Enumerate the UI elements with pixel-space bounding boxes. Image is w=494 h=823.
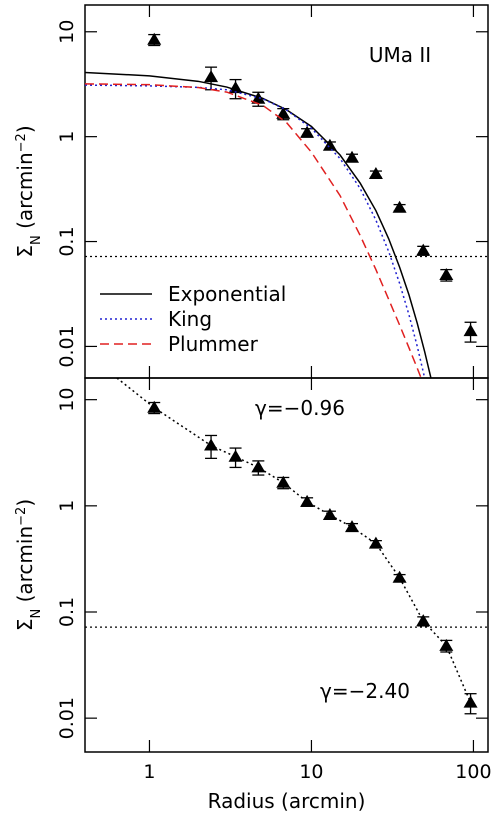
data-point: [322, 507, 337, 520]
data-point: [251, 460, 266, 473]
curve: [85, 83, 422, 378]
y-axis-label-part: N: [29, 235, 44, 245]
x-tick-label: 10: [299, 761, 323, 783]
y-tick-label: 0.1: [56, 597, 78, 627]
y-tick-label: 1: [56, 131, 78, 143]
x-axis-label: Radius (arcmin): [208, 789, 366, 813]
data-point: [439, 638, 454, 651]
y-tick-label: 1: [56, 500, 78, 512]
data-point: [147, 32, 162, 45]
plot-area: [85, 32, 488, 378]
y-axis-label-part: N: [29, 609, 44, 619]
data-point: [228, 449, 243, 462]
curve: [116, 378, 472, 703]
y-tick-label: 0.01: [56, 697, 78, 739]
data-point: [416, 243, 431, 256]
curve: [85, 71, 432, 378]
annotation: γ=−2.40: [320, 679, 410, 703]
data-point: [204, 438, 219, 451]
y-axis-label-part: −2: [14, 133, 29, 152]
data-point: [463, 695, 478, 708]
plot-area: [85, 378, 488, 715]
data-point: [276, 106, 291, 119]
data-point: [463, 324, 478, 337]
data-point: [392, 200, 407, 213]
legend-label: Exponential: [168, 282, 286, 306]
legend-label: King: [168, 307, 212, 331]
y-axis-label-part: (arcmin: [13, 152, 37, 235]
data-point: [368, 167, 383, 180]
y-axis-label-part: −2: [14, 507, 29, 526]
annotation: γ=−0.96: [255, 396, 345, 420]
data-point: [300, 125, 315, 138]
data-point: [204, 70, 219, 83]
y-axis-label-part: (arcmin: [13, 526, 37, 609]
data-point: [345, 150, 360, 163]
x-tick-label: 1: [143, 761, 155, 783]
data-point: [416, 614, 431, 627]
y-tick-label: 0.01: [56, 325, 78, 367]
data-point: [439, 267, 454, 280]
y-axis-label: ΣN (arcmin−2): [13, 125, 44, 257]
y-tick-label: 0.1: [56, 226, 78, 256]
data-point: [345, 520, 360, 533]
data-point: [300, 494, 315, 507]
y-axis-label-part: ): [13, 499, 37, 507]
y-axis-label-part: ): [13, 125, 37, 133]
data-point: [368, 536, 383, 549]
y-axis-label-part: Σ: [13, 245, 37, 258]
legend-label: Plummer: [168, 332, 259, 356]
y-tick-label: 10: [56, 388, 78, 412]
y-axis-label: ΣN (arcmin−2): [13, 499, 44, 631]
data-point: [392, 570, 407, 583]
y-axis-label-part: Σ: [13, 619, 37, 632]
annotation: UMa II: [369, 43, 431, 67]
x-tick-label: 100: [455, 761, 491, 783]
y-tick-label: 10: [56, 20, 78, 44]
plot-frame: [84, 377, 489, 753]
